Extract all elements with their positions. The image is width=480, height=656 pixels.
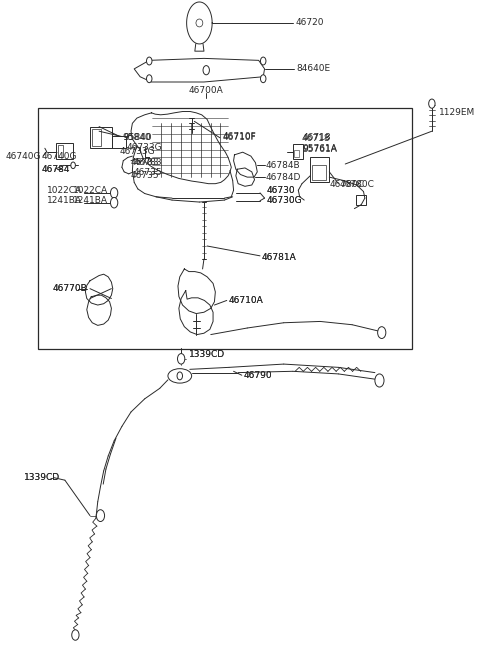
Text: 46710A: 46710A — [228, 296, 263, 305]
Text: 1022CA: 1022CA — [73, 186, 108, 195]
Text: 46770B: 46770B — [52, 284, 87, 293]
Circle shape — [178, 354, 185, 364]
Text: 95840: 95840 — [123, 133, 152, 142]
Text: 84640E: 84640E — [296, 64, 330, 73]
Circle shape — [429, 99, 435, 108]
Text: 46780C: 46780C — [329, 180, 364, 190]
Text: 46730: 46730 — [266, 186, 295, 195]
Circle shape — [261, 57, 266, 65]
Circle shape — [177, 372, 182, 380]
Text: 46730: 46730 — [266, 186, 295, 195]
Text: 46718: 46718 — [302, 134, 331, 143]
Text: 46710F: 46710F — [222, 133, 256, 142]
Text: 46784D: 46784D — [265, 173, 301, 182]
Text: 46790: 46790 — [244, 371, 272, 380]
Circle shape — [110, 188, 118, 198]
Text: 46718: 46718 — [303, 133, 332, 142]
Text: 1022CA: 1022CA — [47, 186, 82, 195]
Text: 46783: 46783 — [131, 157, 160, 167]
Text: 46733G: 46733G — [126, 143, 162, 152]
Text: 46700A: 46700A — [189, 86, 224, 95]
Text: 1339CD: 1339CD — [24, 473, 60, 482]
Text: 46781A: 46781A — [262, 253, 297, 262]
Text: 95761A: 95761A — [303, 144, 338, 153]
Circle shape — [146, 75, 152, 83]
Circle shape — [96, 510, 105, 522]
Text: 46781A: 46781A — [262, 253, 297, 262]
Text: 46784B: 46784B — [265, 161, 300, 170]
Text: 46710F: 46710F — [222, 132, 256, 141]
Text: 46740G: 46740G — [41, 152, 77, 161]
Circle shape — [261, 75, 266, 83]
Text: 46770B: 46770B — [52, 284, 87, 293]
Text: 46783: 46783 — [133, 157, 162, 167]
Text: 46780C: 46780C — [339, 180, 374, 190]
Circle shape — [378, 327, 386, 338]
Text: 1129EM: 1129EM — [439, 108, 475, 117]
Text: 95840: 95840 — [122, 133, 151, 142]
Text: 46730G: 46730G — [266, 195, 302, 205]
Text: 46730G: 46730G — [266, 195, 302, 205]
Text: 46720: 46720 — [295, 18, 324, 28]
Text: 46710A: 46710A — [228, 296, 263, 305]
Text: 46735: 46735 — [133, 168, 162, 177]
Text: 1241BA: 1241BA — [47, 196, 82, 205]
Circle shape — [146, 57, 152, 65]
Circle shape — [71, 162, 75, 169]
Text: 46733G: 46733G — [120, 147, 155, 156]
Text: 1339CD: 1339CD — [189, 350, 225, 359]
Circle shape — [110, 197, 118, 208]
Text: 46784: 46784 — [41, 165, 70, 174]
Text: 46740G: 46740G — [6, 152, 41, 161]
Text: 95761A: 95761A — [302, 145, 337, 154]
Circle shape — [375, 374, 384, 387]
Text: 46735: 46735 — [131, 171, 160, 180]
Circle shape — [72, 630, 79, 640]
Text: 1339CD: 1339CD — [24, 473, 60, 482]
Text: 46784: 46784 — [41, 165, 70, 174]
Text: 1241BA: 1241BA — [73, 196, 108, 205]
Text: 1339CD: 1339CD — [189, 350, 225, 359]
Text: 46790: 46790 — [244, 371, 272, 380]
